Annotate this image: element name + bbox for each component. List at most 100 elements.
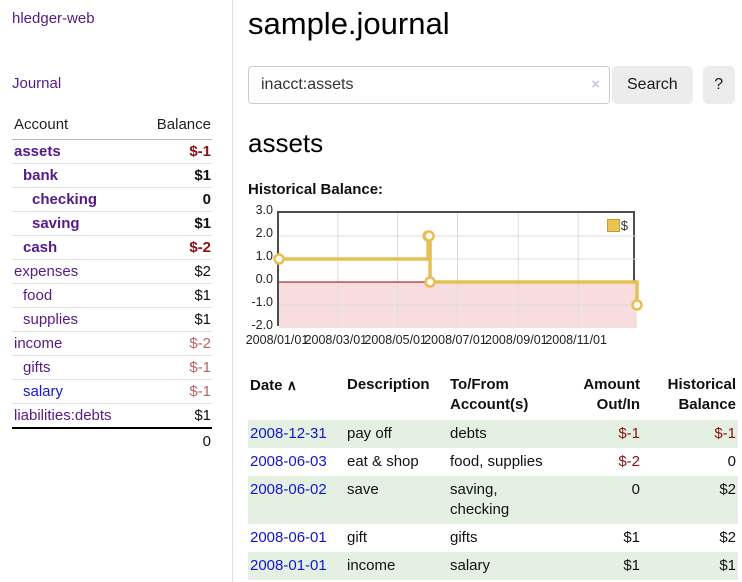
account-row: cash $-2 xyxy=(12,235,212,260)
x-axis-tick-label: 2008/09/01 xyxy=(485,333,548,347)
search-button[interactable]: Search xyxy=(612,66,693,104)
data-point-marker xyxy=(424,276,436,288)
register-accounts-cell: saving, checking xyxy=(450,481,510,518)
clear-search-icon[interactable]: × xyxy=(591,76,600,93)
register-description-cell: save xyxy=(347,481,379,498)
register-balance-cell: $-1 xyxy=(714,425,736,442)
account-link-bank[interactable]: bank xyxy=(23,167,59,184)
transaction-date-link[interactable]: 2008-12-31 xyxy=(250,425,327,442)
register-date-cell: 2008-12-31 xyxy=(248,420,345,448)
register-header-amount: Amount Out/In xyxy=(583,376,640,413)
account-link-gifts[interactable]: gifts xyxy=(23,359,51,376)
account-balance: $1 xyxy=(139,403,212,428)
transaction-date-link[interactable]: 2008-06-02 xyxy=(250,481,327,498)
register-accounts-cell: debts xyxy=(450,425,487,442)
account-link-assets[interactable]: assets xyxy=(14,143,61,160)
account-balance: $1 xyxy=(139,163,212,188)
chart-title: Historical Balance: xyxy=(248,181,384,198)
register-description-cell: gift xyxy=(347,529,368,546)
register-date-cell: 2008-01-01 xyxy=(248,552,345,580)
register-table: Date ∧ Description To/From Account(s) Am… xyxy=(248,372,738,580)
app-brand-link[interactable]: hledger-web xyxy=(12,10,95,27)
account-balance: $-2 xyxy=(139,331,212,356)
account-balance: $1 xyxy=(139,283,212,308)
register-balance-cell: $2 xyxy=(719,529,736,546)
x-axis-tick-label: 2008/05/01 xyxy=(364,333,427,347)
account-balance: $1 xyxy=(139,211,212,236)
account-row: income $-2 xyxy=(12,331,212,356)
accounts-header-account: Account xyxy=(12,114,139,140)
account-row: saving $1 xyxy=(12,211,212,236)
transaction-date-link[interactable]: 2008-01-01 xyxy=(250,557,327,574)
account-balance: $-2 xyxy=(139,235,212,260)
account-link-checking[interactable]: checking xyxy=(32,191,98,208)
page-title: sample.journal xyxy=(248,6,450,41)
register-balance-cell: 0 xyxy=(727,453,736,470)
legend-label: $ xyxy=(620,218,628,233)
register-accounts-cell: food, supplies xyxy=(450,453,543,470)
register-row: 2008-06-02 save saving, checking 0 $2 xyxy=(248,476,738,524)
register-date-cell: 2008-06-01 xyxy=(248,524,345,552)
x-axis-tick-label: 2008/11/01 xyxy=(545,333,607,347)
account-link-food[interactable]: food xyxy=(23,287,53,304)
account-link-cash[interactable]: cash xyxy=(23,239,58,256)
x-axis-tick-label: 2008/01/01 xyxy=(245,333,309,347)
register-amount-cell: $1 xyxy=(623,529,640,546)
y-axis-tick-label: -1.0 xyxy=(251,295,273,309)
register-description-cell: eat & shop xyxy=(347,453,419,470)
x-axis-tick-label: 2008/07/01 xyxy=(424,333,487,347)
sort-ascending-icon: ∧ xyxy=(286,377,297,393)
account-balance: $-1 xyxy=(139,355,212,380)
search-input[interactable] xyxy=(248,66,610,104)
register-header-description: Description xyxy=(347,376,430,393)
account-link-liabilities-debts[interactable]: liabilities:debts xyxy=(14,407,112,424)
y-axis-tick-label: 1.0 xyxy=(255,249,273,263)
data-point-marker xyxy=(423,230,435,242)
account-link-salary[interactable]: salary xyxy=(23,383,64,400)
register-amount-cell: 0 xyxy=(631,481,640,498)
account-row: liabilities:debts $1 xyxy=(12,403,212,428)
account-balance: $-1 xyxy=(139,379,212,404)
register-date-cell: 2008-06-02 xyxy=(248,476,345,524)
account-balance: $2 xyxy=(139,259,212,284)
help-button[interactable]: ? xyxy=(702,66,735,104)
account-balance: $1 xyxy=(139,307,212,332)
account-heading: assets xyxy=(248,128,324,158)
legend-swatch xyxy=(606,219,620,232)
accounts-total-row: 0 xyxy=(12,427,212,453)
register-header-date[interactable]: Date ∧ xyxy=(250,377,297,394)
y-axis-tick-label: 0.0 xyxy=(255,272,273,286)
accounts-total: 0 xyxy=(139,427,212,453)
account-row: gifts $-1 xyxy=(12,355,212,380)
register-row: 2008-06-03 eat & shop food, supplies $-2 0 xyxy=(248,448,738,476)
transaction-date-link[interactable]: 2008-06-03 xyxy=(250,453,327,470)
account-link-expenses[interactable]: expenses xyxy=(14,263,79,280)
account-row: bank $1 xyxy=(12,163,212,188)
accounts-table: Account Balance assets $-1 bank $1 checking 0… xyxy=(12,114,212,453)
register-amount-cell: $-2 xyxy=(618,453,640,470)
account-row: supplies $1 xyxy=(12,307,212,332)
transaction-date-link[interactable]: 2008-06-01 xyxy=(250,529,327,546)
register-description-cell: income xyxy=(347,557,396,574)
data-point-marker xyxy=(273,253,285,265)
y-axis-tick-label: 2.0 xyxy=(255,226,273,240)
register-row: 2008-06-01 gift gifts $1 $2 xyxy=(248,524,738,552)
account-link-supplies[interactable]: supplies xyxy=(23,311,79,328)
account-link-saving[interactable]: saving xyxy=(32,215,80,232)
account-row: food $1 xyxy=(12,283,212,308)
chart-legend: $ xyxy=(606,218,628,233)
account-row: salary $-1 xyxy=(12,379,212,404)
register-balance-cell: $1 xyxy=(719,557,736,574)
account-link-income[interactable]: income xyxy=(14,335,63,352)
register-header-accounts: To/From Account(s) xyxy=(450,376,529,413)
sidebar-item-journal[interactable]: Journal xyxy=(12,75,62,92)
chart-plot-area: $ xyxy=(273,211,643,328)
register-description-cell: pay off xyxy=(347,425,392,442)
account-row: expenses $2 xyxy=(12,259,212,284)
account-balance: 0 xyxy=(139,187,212,212)
register-row: 2008-01-01 income salary $1 $1 xyxy=(248,552,738,580)
register-balance-cell: $2 xyxy=(719,481,736,498)
register-date-cell: 2008-06-03 xyxy=(248,448,345,476)
account-balance: $-1 xyxy=(189,143,211,160)
register-row: 2008-12-31 pay off debts $-1 $-1 xyxy=(248,420,738,448)
